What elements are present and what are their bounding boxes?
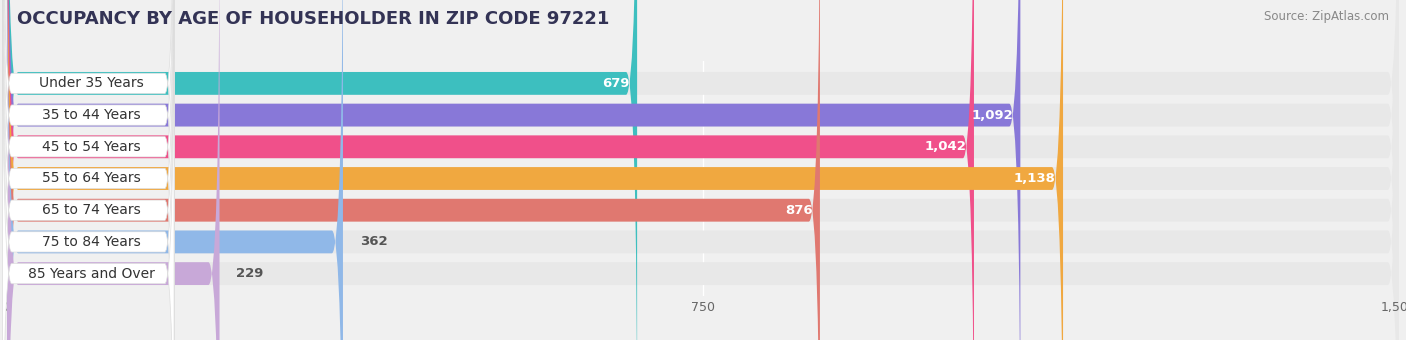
Text: 65 to 74 Years: 65 to 74 Years xyxy=(42,203,141,217)
Text: 55 to 64 Years: 55 to 64 Years xyxy=(42,171,141,186)
FancyBboxPatch shape xyxy=(3,0,174,340)
Text: 876: 876 xyxy=(785,204,813,217)
FancyBboxPatch shape xyxy=(7,0,1399,340)
FancyBboxPatch shape xyxy=(7,0,820,340)
FancyBboxPatch shape xyxy=(7,0,1399,340)
Text: 1,138: 1,138 xyxy=(1014,172,1056,185)
FancyBboxPatch shape xyxy=(3,0,174,340)
FancyBboxPatch shape xyxy=(3,0,174,340)
FancyBboxPatch shape xyxy=(3,0,174,340)
Text: 229: 229 xyxy=(236,267,263,280)
FancyBboxPatch shape xyxy=(3,0,174,340)
Text: 75 to 84 Years: 75 to 84 Years xyxy=(42,235,141,249)
Text: Source: ZipAtlas.com: Source: ZipAtlas.com xyxy=(1264,10,1389,23)
FancyBboxPatch shape xyxy=(7,0,974,340)
FancyBboxPatch shape xyxy=(7,0,1063,340)
Text: 679: 679 xyxy=(602,77,630,90)
FancyBboxPatch shape xyxy=(7,0,343,340)
FancyBboxPatch shape xyxy=(3,0,174,340)
FancyBboxPatch shape xyxy=(7,0,637,340)
Text: 45 to 54 Years: 45 to 54 Years xyxy=(42,140,141,154)
FancyBboxPatch shape xyxy=(3,0,174,340)
Text: Under 35 Years: Under 35 Years xyxy=(38,76,143,90)
Text: 35 to 44 Years: 35 to 44 Years xyxy=(42,108,141,122)
FancyBboxPatch shape xyxy=(7,0,1399,340)
Text: OCCUPANCY BY AGE OF HOUSEHOLDER IN ZIP CODE 97221: OCCUPANCY BY AGE OF HOUSEHOLDER IN ZIP C… xyxy=(17,10,609,28)
FancyBboxPatch shape xyxy=(7,0,1399,340)
Text: 362: 362 xyxy=(360,235,387,249)
FancyBboxPatch shape xyxy=(7,0,219,340)
Text: 1,042: 1,042 xyxy=(925,140,966,153)
FancyBboxPatch shape xyxy=(7,0,1399,340)
FancyBboxPatch shape xyxy=(7,0,1399,340)
Text: 1,092: 1,092 xyxy=(972,108,1012,122)
FancyBboxPatch shape xyxy=(7,0,1399,340)
FancyBboxPatch shape xyxy=(7,0,1021,340)
Text: 85 Years and Over: 85 Years and Over xyxy=(28,267,155,280)
